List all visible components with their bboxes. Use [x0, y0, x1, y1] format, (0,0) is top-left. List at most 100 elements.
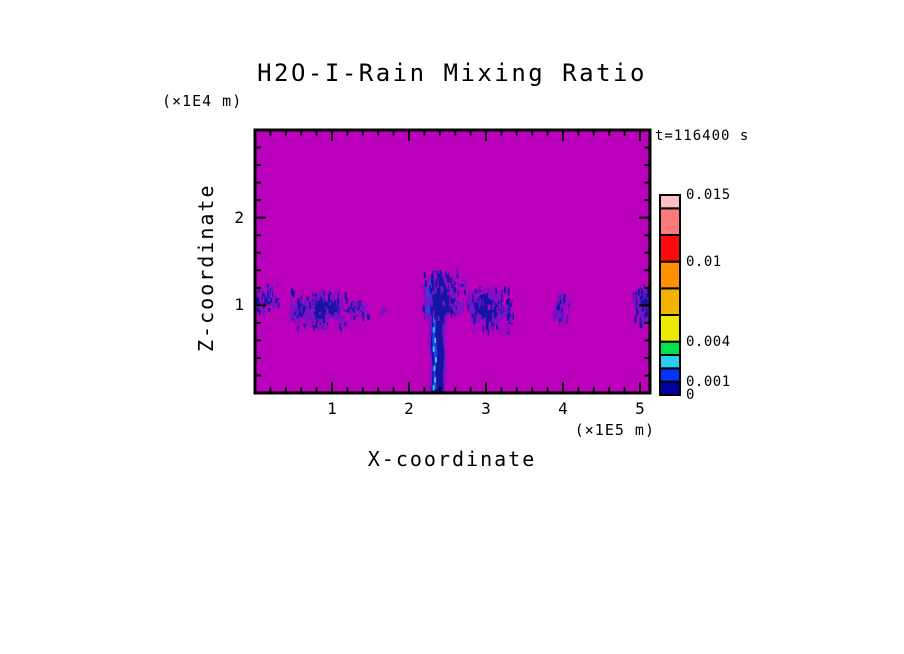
cloud-pair-texture [303, 305, 306, 311]
cloud-pair-texture [340, 307, 342, 311]
right-edge-texture [634, 307, 636, 310]
cloud-pair-texture [341, 299, 344, 303]
plume-texture [452, 277, 455, 285]
faint-wisp-texture [562, 318, 565, 326]
cloud-pair-texture [315, 317, 318, 323]
plume-texture [434, 314, 436, 320]
left-edge-texture [267, 290, 269, 297]
east-cloud-texture [511, 299, 513, 303]
left-edge-texture [256, 296, 259, 304]
small-wisp-texture [367, 314, 370, 320]
right-edge-texture [647, 315, 649, 322]
x-tick-label: 2 [404, 399, 414, 418]
east-cloud-texture [482, 319, 485, 324]
z-axis-unit-label: (×1E4 m) [162, 92, 243, 110]
east-cloud-texture [512, 312, 514, 320]
cloud-pair-texture [337, 293, 339, 301]
east-cloud-texture [506, 299, 508, 305]
east-cloud-texture [473, 329, 475, 334]
small-wisp-texture [348, 310, 350, 319]
east-cloud-texture [475, 295, 478, 303]
east-cloud-texture [493, 322, 495, 327]
cloud-pair-texture [322, 325, 324, 329]
faint-wisp-texture [559, 309, 562, 315]
east-cloud-texture [504, 308, 507, 315]
plume-texture [423, 311, 426, 317]
colorbar-tick-label: 0.015 [686, 187, 731, 203]
cloud-pair-texture [315, 323, 318, 329]
rain-shaft-cyan-flecks [434, 357, 437, 363]
plume-texture [442, 292, 444, 296]
plume-texture [454, 311, 456, 317]
plume-texture [459, 300, 461, 303]
faint-wisp-texture [561, 307, 563, 313]
cloud-pair-texture [300, 311, 302, 315]
cloud-pair-texture [340, 326, 342, 332]
cloud-pair-texture [297, 327, 300, 334]
cloud-pair-texture [332, 320, 335, 323]
cloud-pair-texture [296, 288, 299, 293]
plume-texture [456, 269, 458, 275]
colorbar-segment [659, 380, 681, 396]
small-wisp-texture [356, 311, 359, 315]
left-edge-texture [261, 291, 264, 300]
small-wisp-texture [363, 313, 366, 318]
east-cloud-texture [495, 299, 497, 304]
cloud-pair-texture [303, 301, 305, 305]
left-edge-texture [267, 308, 271, 312]
axis-ticks [255, 130, 650, 393]
plume-texture [438, 316, 440, 321]
colorbar-segment [659, 340, 681, 356]
colorbar-segment [659, 260, 681, 290]
east-cloud-texture [479, 298, 482, 306]
east-cloud-texture [491, 322, 494, 330]
plume-texture [457, 269, 460, 273]
plume-texture [463, 285, 466, 292]
cloud-pair-texture [329, 292, 332, 295]
plume-texture [439, 312, 442, 321]
east-cloud-texture [480, 287, 483, 290]
colorbar-segment [659, 207, 681, 236]
faint-wisp-texture [566, 316, 568, 324]
plume-texture [444, 318, 447, 325]
left-edge-texture [277, 288, 279, 292]
tiny-dot [380, 305, 387, 316]
faint-wisp-texture [555, 311, 557, 318]
plume-texture [430, 294, 432, 301]
east-cloud-texture [477, 295, 480, 299]
cloud-pair-texture [289, 312, 292, 319]
left-edge-texture [268, 301, 271, 304]
plume-texture [461, 284, 464, 288]
cloud-pair-texture [324, 309, 327, 313]
faint-wisp-texture [561, 314, 563, 319]
faint-wisp-texture [555, 314, 558, 321]
cloud-pair-texture [326, 322, 329, 328]
east-cloud-texture [485, 312, 488, 318]
cloud-pair-texture [302, 322, 306, 329]
east-cloud-texture [478, 313, 480, 317]
colorbar-segment [659, 354, 681, 370]
colorbar-tick-label: 0 [686, 387, 695, 403]
cloud-pair-texture [291, 318, 294, 321]
east-cloud-texture [474, 327, 476, 331]
plume-texture [456, 273, 459, 279]
east-cloud-texture [487, 329, 490, 336]
left-edge-texture [264, 296, 266, 305]
cloud-pair-texture [302, 315, 305, 319]
right-edge-texture [634, 316, 637, 318]
left-edge-texture [259, 289, 262, 298]
faint-wisp-texture [559, 318, 562, 322]
cloud-pair-texture [306, 322, 308, 326]
east-cloud-texture [498, 310, 500, 314]
east-cloud-texture [510, 302, 513, 307]
small-wisp-texture [352, 300, 354, 308]
plume-texture [429, 288, 433, 294]
cloud-pair-texture [345, 297, 348, 304]
right-edge-texture [647, 292, 649, 299]
east-cloud-texture [484, 306, 486, 311]
right-edge-texture [641, 291, 644, 296]
plume-texture [422, 305, 425, 313]
cloud-pair-texture [290, 307, 292, 311]
plume-texture [428, 312, 430, 317]
z-axis-title: Z-coordinate [194, 183, 218, 353]
